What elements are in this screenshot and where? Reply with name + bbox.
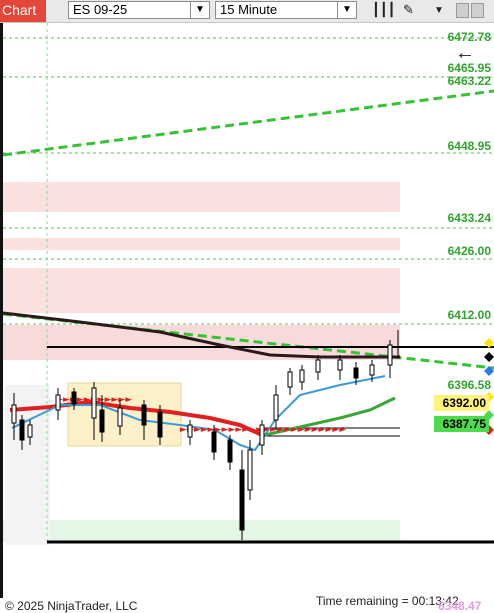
chevron-down-icon[interactable]: ▼ — [190, 1, 209, 19]
supply-zone — [3, 238, 400, 250]
demand-zone — [3, 520, 400, 542]
price-label: 6412.00 — [447, 308, 491, 322]
instrument-selector[interactable]: ES 09-25 ▼ — [68, 1, 210, 19]
price-box-green: 6387.75 — [434, 416, 489, 432]
window-icon[interactable] — [471, 3, 484, 18]
chart-tab[interactable]: Chart — [0, 0, 46, 22]
ghost-price-label: 6348.47 — [438, 599, 482, 613]
bar-type-icon[interactable]: ┃┃┃ — [372, 2, 396, 17]
supply-zone — [3, 182, 400, 212]
interval-value: 15 Minute — [220, 2, 278, 17]
time-remaining: Time remaining = 00:13:42 — [316, 594, 459, 608]
dropdown-icon[interactable]: ▼ — [434, 5, 444, 16]
price-label: 6448.95 — [447, 139, 491, 153]
window-icon[interactable] — [456, 3, 469, 18]
chart-left-border — [0, 23, 3, 598]
price-label: 6426.00 — [447, 244, 491, 258]
instrument-value: ES 09-25 — [73, 2, 128, 17]
drawing-tool-icon[interactable]: ✎ — [403, 2, 414, 17]
price-label: 6433.24 — [447, 211, 491, 225]
price-label: 6396.58 — [447, 378, 491, 392]
price-label: 6472.78 — [447, 30, 491, 44]
price-label: 6465.95 — [447, 61, 491, 75]
chart-toolbar: Chart ES 09-25 ▼ 15 Minute ▼ ┃┃┃ ✎ ▼ — [0, 0, 494, 23]
price-label: 6463.22 — [447, 74, 491, 88]
supply-zone — [3, 268, 400, 313]
chevron-down-icon[interactable]: ▼ — [337, 1, 356, 19]
back-arrow-icon[interactable]: ← — [455, 42, 475, 64]
copyright-text: © 2025 NinjaTrader, LLC — [5, 599, 138, 613]
price-box-yellow: 6392.00 — [434, 395, 489, 411]
interval-selector[interactable]: 15 Minute ▼ — [215, 1, 357, 19]
